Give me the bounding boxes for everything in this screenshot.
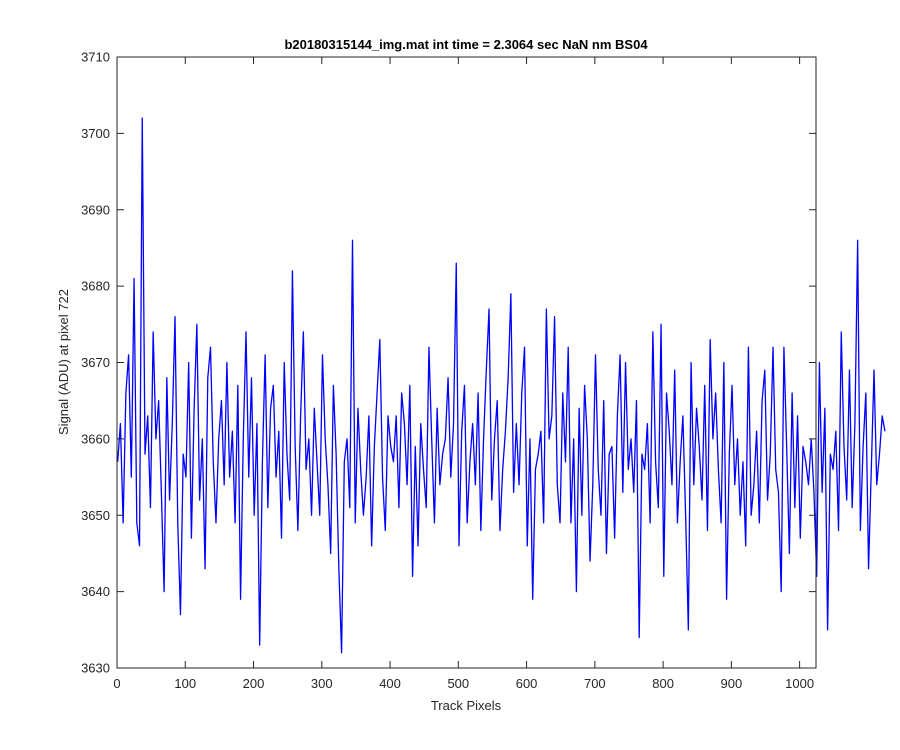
axes-box <box>116 56 817 669</box>
y-tick-label: 3650 <box>81 508 110 523</box>
y-tick-label: 3640 <box>81 584 110 599</box>
y-tick-label: 3700 <box>81 126 110 141</box>
y-tick-labels: 3630 3640 3650 3660 3670 3680 3690 3700 3710 <box>81 50 110 676</box>
signal-series-line <box>117 117 886 654</box>
x-tick-label: 200 <box>243 676 265 691</box>
chart-title: b20180315144_img.mat int time = 2.3064 s… <box>284 37 648 52</box>
x-tick-label: 700 <box>584 676 606 691</box>
x-tick-label: 900 <box>721 676 743 691</box>
y-tick-label: 3630 <box>81 661 110 676</box>
y-tick-label: 3670 <box>81 355 110 370</box>
x-tick-label: 100 <box>174 676 196 691</box>
y-tick-label: 3680 <box>81 279 110 294</box>
x-tick-labels: 0 100 200 300 400 500 600 700 800 900 1000 <box>113 676 814 691</box>
y-tick-label: 3690 <box>81 202 110 217</box>
y-tick-label: 3710 <box>81 50 110 65</box>
axes-background <box>117 57 816 668</box>
y-tick-label: 3660 <box>81 431 110 446</box>
y-axis-label: Signal (ADU) at pixel 722 <box>56 289 71 435</box>
x-axis-label: Track Pixels <box>431 698 502 713</box>
x-tick-label: 1000 <box>785 676 814 691</box>
series-group <box>117 117 886 654</box>
x-tick-label: 800 <box>652 676 674 691</box>
x-tick-label: 0 <box>113 676 120 691</box>
x-tick-label: 300 <box>311 676 333 691</box>
x-tick-label: 500 <box>447 676 469 691</box>
x-tick-label: 600 <box>516 676 538 691</box>
x-tick-label: 400 <box>379 676 401 691</box>
